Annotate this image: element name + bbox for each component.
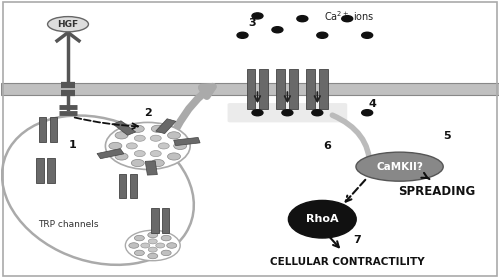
Circle shape xyxy=(237,32,248,38)
Circle shape xyxy=(272,27,283,33)
Bar xyxy=(97,149,124,159)
FancyBboxPatch shape xyxy=(0,83,500,95)
FancyBboxPatch shape xyxy=(36,158,44,183)
Circle shape xyxy=(134,135,145,141)
Ellipse shape xyxy=(356,152,443,181)
Circle shape xyxy=(106,122,190,169)
Circle shape xyxy=(156,243,164,248)
Circle shape xyxy=(134,235,144,241)
Circle shape xyxy=(150,135,161,141)
Circle shape xyxy=(115,132,128,139)
Circle shape xyxy=(134,250,144,256)
Text: CaMKII?: CaMKII? xyxy=(376,162,423,172)
FancyBboxPatch shape xyxy=(118,173,126,198)
Circle shape xyxy=(158,143,169,149)
FancyBboxPatch shape xyxy=(130,173,137,198)
Text: TRP channels: TRP channels xyxy=(38,220,98,229)
Text: Ca$^{2+}$ ions: Ca$^{2+}$ ions xyxy=(324,9,375,23)
Text: 7: 7 xyxy=(354,235,361,245)
Text: 6: 6 xyxy=(324,141,331,151)
Bar xyxy=(174,137,200,146)
FancyBboxPatch shape xyxy=(276,69,285,109)
FancyBboxPatch shape xyxy=(48,158,55,183)
Text: 4: 4 xyxy=(368,100,376,110)
Circle shape xyxy=(132,159,144,167)
Circle shape xyxy=(126,143,138,149)
Text: CELLULAR CONTRACTILITY: CELLULAR CONTRACTILITY xyxy=(270,257,424,267)
Text: RhoA: RhoA xyxy=(306,214,338,224)
FancyBboxPatch shape xyxy=(260,69,268,109)
Circle shape xyxy=(317,32,328,38)
Text: SPREADING: SPREADING xyxy=(398,185,475,198)
Circle shape xyxy=(152,159,164,167)
Text: HGF: HGF xyxy=(58,20,78,29)
Bar xyxy=(145,161,158,175)
Circle shape xyxy=(141,243,150,248)
FancyBboxPatch shape xyxy=(228,103,347,122)
Text: 3: 3 xyxy=(248,18,256,28)
Text: 5: 5 xyxy=(443,131,451,141)
Circle shape xyxy=(126,230,180,261)
Circle shape xyxy=(362,110,372,116)
Circle shape xyxy=(129,243,139,248)
Circle shape xyxy=(166,243,176,248)
Bar xyxy=(156,119,176,134)
FancyBboxPatch shape xyxy=(320,69,328,109)
Bar xyxy=(113,121,136,135)
Circle shape xyxy=(148,232,158,238)
Circle shape xyxy=(252,13,263,19)
FancyBboxPatch shape xyxy=(162,208,170,233)
Circle shape xyxy=(148,239,158,244)
Circle shape xyxy=(148,247,158,252)
Circle shape xyxy=(362,32,372,38)
Circle shape xyxy=(282,110,293,116)
Circle shape xyxy=(150,151,161,157)
Circle shape xyxy=(168,153,180,160)
FancyBboxPatch shape xyxy=(151,208,158,233)
Circle shape xyxy=(161,235,171,241)
Text: 2: 2 xyxy=(144,108,152,118)
FancyBboxPatch shape xyxy=(290,69,298,109)
Circle shape xyxy=(115,153,128,160)
Circle shape xyxy=(312,110,323,116)
Circle shape xyxy=(161,250,171,256)
Circle shape xyxy=(132,125,144,132)
FancyBboxPatch shape xyxy=(246,69,256,109)
Circle shape xyxy=(288,200,356,238)
Circle shape xyxy=(148,253,158,259)
Circle shape xyxy=(168,132,180,139)
Circle shape xyxy=(109,142,122,150)
Text: 1: 1 xyxy=(69,140,77,150)
Circle shape xyxy=(174,142,186,150)
FancyBboxPatch shape xyxy=(50,117,58,142)
Circle shape xyxy=(252,110,263,116)
Circle shape xyxy=(342,16,352,22)
FancyBboxPatch shape xyxy=(306,69,316,109)
FancyBboxPatch shape xyxy=(39,117,46,142)
Circle shape xyxy=(297,16,308,22)
Circle shape xyxy=(134,151,145,157)
Circle shape xyxy=(152,125,164,132)
Ellipse shape xyxy=(48,17,88,32)
